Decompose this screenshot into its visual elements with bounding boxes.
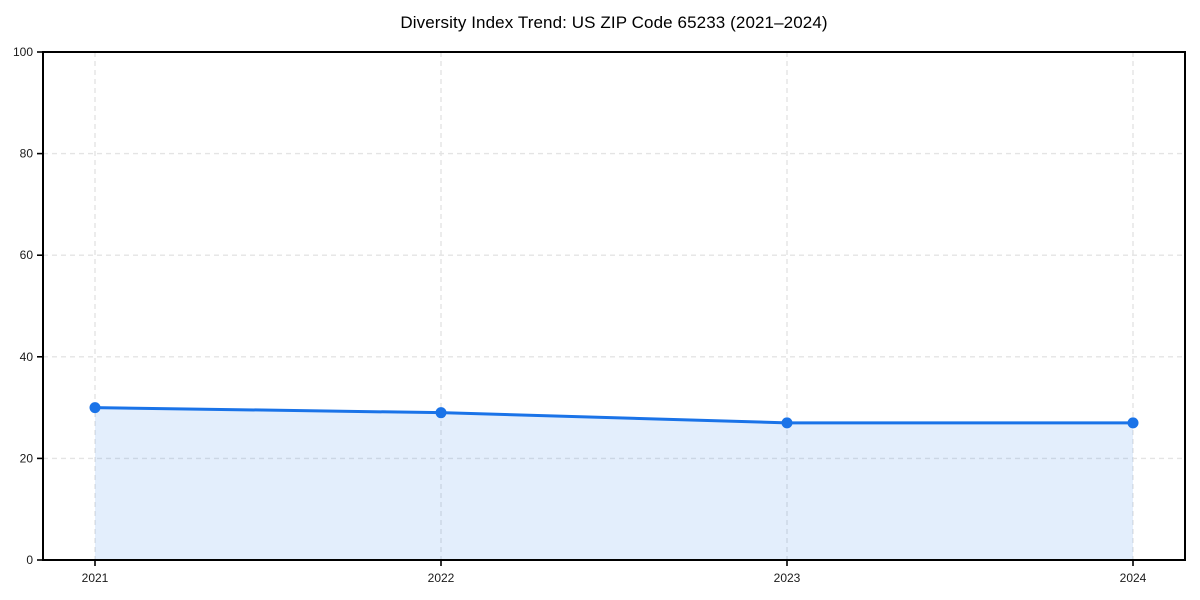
y-tick-label: 20 — [20, 451, 34, 465]
x-tick-label: 2021 — [82, 571, 109, 585]
data-point — [1127, 417, 1139, 429]
y-tick-label: 0 — [26, 553, 33, 567]
data-point — [781, 417, 793, 429]
data-point — [89, 402, 101, 414]
x-tick-label: 2024 — [1120, 571, 1147, 585]
series-line — [93, 406, 1135, 425]
y-tick-label: 40 — [20, 350, 34, 364]
y-tick-label: 60 — [20, 248, 34, 262]
chart-title: Diversity Index Trend: US ZIP Code 65233… — [400, 13, 828, 32]
y-tick-label: 100 — [13, 45, 33, 59]
x-tick-label: 2023 — [774, 571, 801, 585]
x-tick-label: 2022 — [428, 571, 455, 585]
plot-border — [42, 51, 1186, 561]
data-point — [435, 407, 447, 419]
series-area-fill — [95, 407, 1133, 560]
y-tick-label: 80 — [20, 147, 34, 161]
